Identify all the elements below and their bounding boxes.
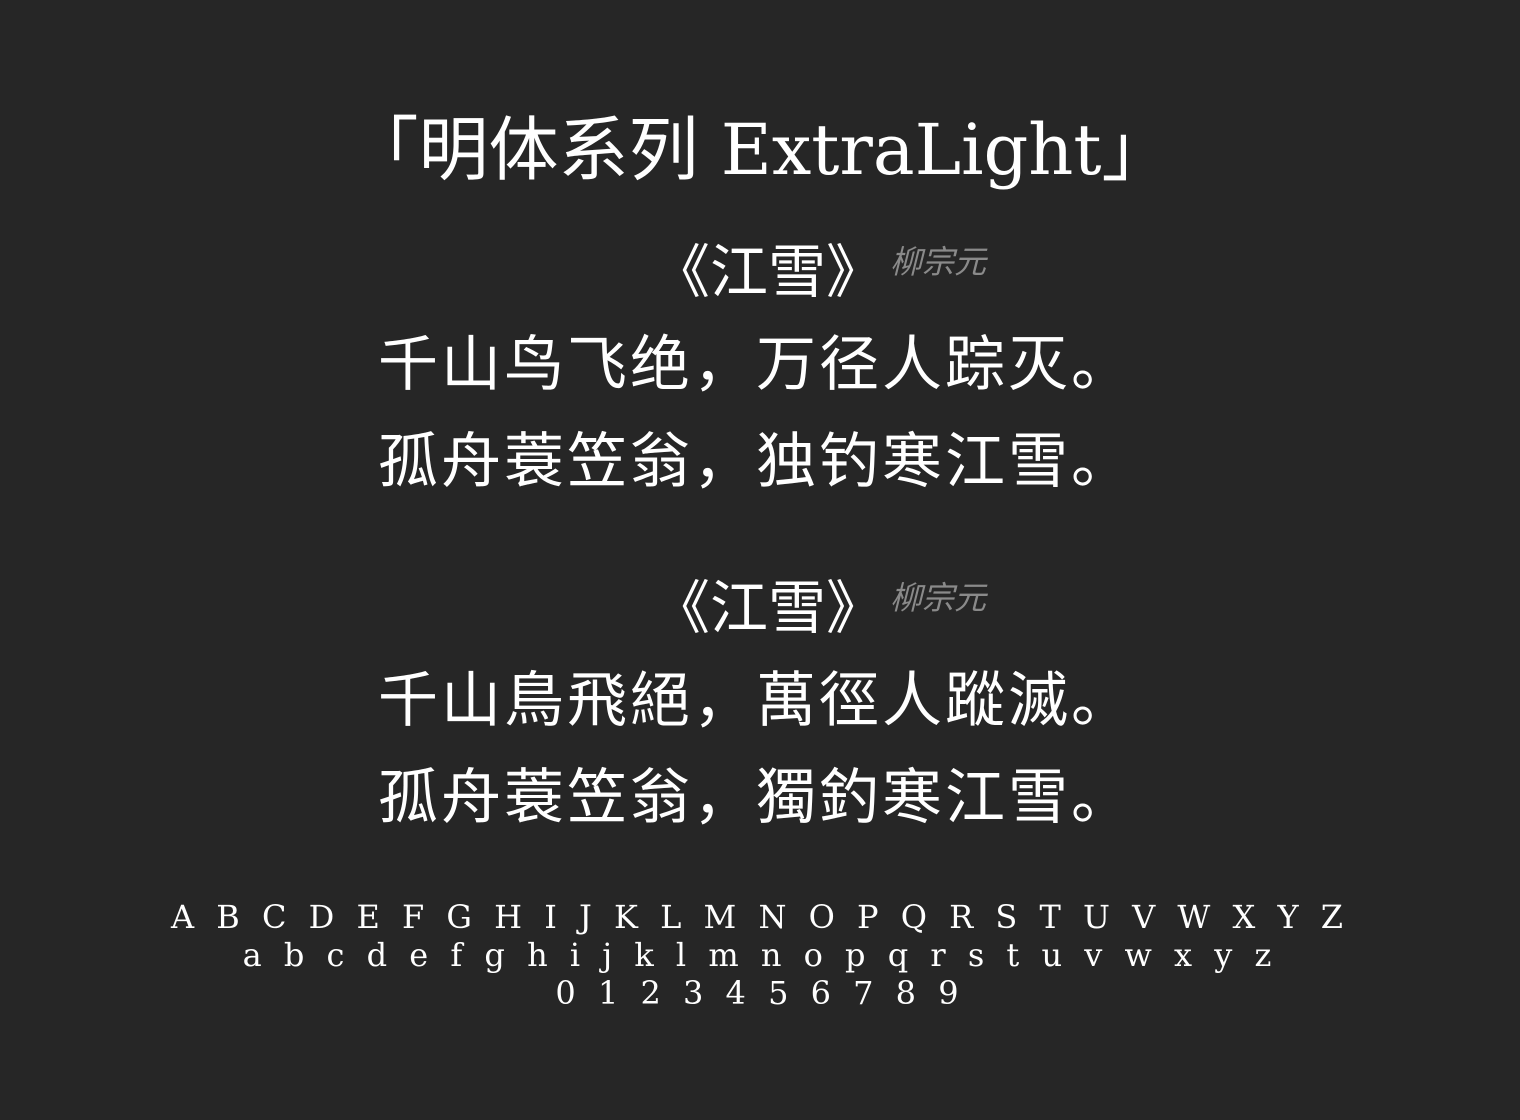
poem-heading: 《江雪》 柳宗元 [652,232,986,312]
poem-line: 千山鳥飛絕，萬徑人蹤滅。 [378,666,1134,736]
poem-title: 《江雪》 [652,238,885,306]
poem-author: 柳宗元 [890,243,987,281]
poem-author: 柳宗元 [890,579,987,617]
poem-line: 孤舟蓑笠翁，独钓寒江雪。 [378,427,1134,497]
character-specimen: A B C D E F G H I J K L M N O P Q R S T … [0,898,1520,1012]
font-title: 「明体系列 ExtraLight」 [348,109,1172,191]
poem-heading: 《江雪》 柳宗元 [652,568,986,648]
uppercase-specimen: A B C D E F G H I J K L M N O P Q R S T … [171,898,1349,936]
poem-title: 《江雪》 [652,574,885,642]
digits-specimen: 0 1 2 3 4 5 6 7 8 9 [555,974,965,1012]
lowercase-specimen: a b c d e f g h i j k l m n o p q r s t … [242,936,1278,974]
poem-line: 千山鸟飞绝，万径人踪灭。 [378,330,1134,400]
poem-line: 孤舟蓑笠翁，獨釣寒江雪。 [378,763,1134,833]
